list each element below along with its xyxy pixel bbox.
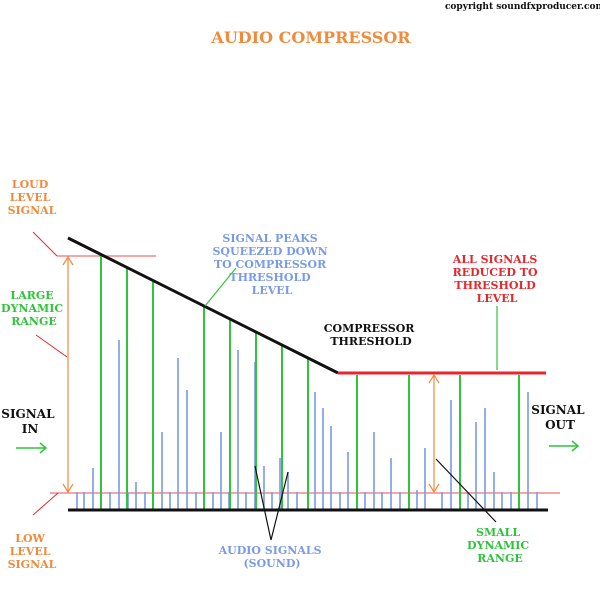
signal-in-label: SIGNAL IN [1, 407, 58, 436]
diagram-title: AUDIO COMPRESSOR [210, 28, 411, 47]
large-range-pointer-line [35, 334, 68, 358]
compression-slope-line [67, 236, 339, 375]
low-pointer-line [32, 492, 59, 516]
signal-peak-lines [100, 256, 520, 509]
large-dynamic-range-label: LARGE DYNAMIC RANGE [1, 289, 67, 328]
large-dynamic-range-arrow [62, 255, 74, 494]
audio-signals-pointer [254, 465, 289, 541]
all-signals-reduced-label: ALL SIGNALS REDUCED TO THRESHOLD LEVEL [452, 253, 542, 305]
copyright-text: copyright soundfxproducer.com [445, 2, 600, 12]
signal-peaks-pointer-line [204, 267, 237, 307]
low-level-signal-label: LOW LEVEL SIGNAL [8, 532, 57, 571]
compressor-threshold-label: COMPRESSOR THRESHOLD [324, 322, 419, 348]
signal-in-arrow [16, 442, 48, 454]
audio-signal-lines [76, 340, 538, 509]
signal-out-label: SIGNAL OUT [531, 403, 588, 432]
small-dynamic-range-label: SMALL DYNAMIC RANGE [467, 526, 533, 565]
loud-level-signal-label: LOUD LEVEL SIGNAL [8, 178, 57, 217]
loud-pointer-line [32, 231, 58, 257]
small-range-pointer-line [435, 458, 497, 523]
audio-signals-label: AUDIO SIGNALS (SOUND) [218, 544, 326, 570]
signal-peaks-label: SIGNAL PEAKS SQUEEZED DOWN TO COMPRESSOR… [212, 232, 331, 297]
signal-out-arrow [549, 440, 580, 452]
small-dynamic-range-arrow [428, 373, 440, 494]
